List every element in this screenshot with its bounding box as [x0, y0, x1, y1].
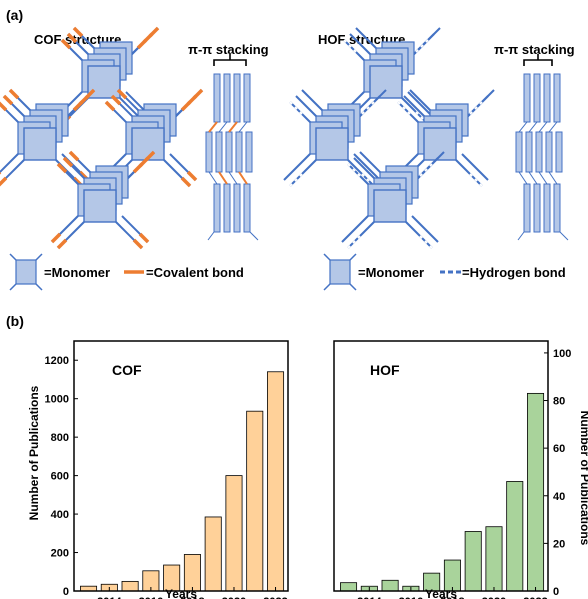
cof-plot-frame [73, 340, 289, 592]
cof-y-tick-label: 800 [51, 432, 69, 444]
cof-chart-title: COF [112, 362, 142, 378]
legend-cof-bond: =Covalent bond [146, 265, 244, 280]
hof-monomer-left [284, 90, 386, 186]
legend-cof: =Monomer =Covalent bond [9, 253, 244, 291]
cof-x-axis-title: Years [165, 587, 197, 599]
cof-y-tick-label: 1200 [45, 355, 69, 367]
hof-bars [340, 392, 545, 592]
monomer-legend-icon [9, 253, 43, 291]
hof-bar-2013 [340, 582, 358, 592]
hof-bar-2019 [464, 531, 482, 592]
monomer-legend-icon [323, 253, 357, 291]
cof-bar-2015 [121, 580, 139, 592]
hof-bar-2020 [485, 526, 503, 592]
cof-y-tick-label: 0 [63, 586, 69, 598]
hof-x-tick-label: 2018 [440, 596, 464, 599]
panel-b-label: (b) [6, 313, 24, 329]
legend-hof: =Monomer =Hydrogen bond [323, 253, 566, 291]
cof-x-tick-label: 2018 [180, 596, 204, 599]
legend-hof-monomer: =Monomer [358, 265, 424, 280]
hof-stacking-label: π-π stacking [494, 42, 575, 57]
hof-monomer-bottom [342, 152, 444, 248]
cof-bar-2021 [246, 410, 264, 592]
hof-x-tick-label: 2014 [357, 596, 382, 599]
cof-y-tick-label: 1000 [45, 394, 69, 406]
hof-chart-title: HOF [370, 362, 400, 378]
cof-axis: 2014 2016 2018 2020 2022 0 200 400 600 800 1000 120… [45, 355, 288, 599]
cof-y-tick-label: 400 [51, 509, 69, 521]
cof-x-tick-label: 2016 [139, 596, 163, 599]
cof-bar-2022 [267, 371, 285, 592]
cof-y-axis-title: Number of Publications [27, 385, 41, 520]
cof-chart: Number of Publications 20142016201820202… [27, 340, 289, 599]
hof-y-tick-label: 80 [553, 396, 565, 408]
hof-plot-frame [333, 340, 549, 592]
hof-pi-stacking: π-π stacking [494, 42, 575, 241]
hof-x-tick-label: 2020 [482, 596, 506, 599]
cof-monomer-bottom [52, 152, 154, 248]
hof-axis: 2014 2016 2018 2020 2022 0 20 40 60 80 100 [357, 348, 571, 599]
cof-y-tick-label: 200 [51, 548, 69, 560]
panel-a-label: (a) [6, 7, 23, 23]
cof-x-tick-label: 2022 [263, 596, 287, 599]
hof-y-tick-label: 40 [553, 491, 565, 503]
cof-framework [0, 28, 202, 248]
hof-x-axis-title: Years [425, 587, 457, 599]
legend-hof-bond: =Hydrogen bond [462, 265, 566, 280]
hof-x-tick-label: 2016 [399, 596, 423, 599]
hof-y-tick-label: 100 [553, 348, 571, 360]
hof-x-tick-label: 2022 [523, 596, 547, 599]
hof-bar-2022 [527, 392, 545, 592]
hof-bar-2021 [506, 481, 524, 592]
cof-x-tick-label: 2020 [222, 596, 246, 599]
hof-y-tick-label: 20 [553, 538, 565, 550]
legend-cof-monomer: =Monomer [44, 265, 110, 280]
cof-y-tick-label: 600 [51, 471, 69, 483]
hof-y-tick-label: 0 [553, 586, 559, 598]
hof-bar-2015 [381, 579, 399, 592]
hof-y-axis-title: Number of Publications [578, 411, 588, 546]
hof-chart: 2014 2016 2018 2020 2022 0 20 40 60 80 100 HOF Yea… [333, 340, 588, 599]
panel-a: (a) COF structure HOF structure π-π stac… [0, 7, 575, 291]
cof-bars [80, 371, 285, 592]
cof-pi-stacking: π-π stacking [188, 42, 269, 241]
hof-framework [284, 28, 494, 248]
hof-y-tick-label: 60 [553, 443, 565, 455]
cof-x-tick-label: 2014 [97, 596, 122, 599]
cof-bar-2019 [204, 516, 222, 592]
cof-monomer-left [0, 90, 94, 186]
cof-bar-2018 [183, 554, 201, 592]
cof-stacking-label: π-π stacking [188, 42, 269, 57]
cof-bar-2020 [225, 475, 243, 592]
